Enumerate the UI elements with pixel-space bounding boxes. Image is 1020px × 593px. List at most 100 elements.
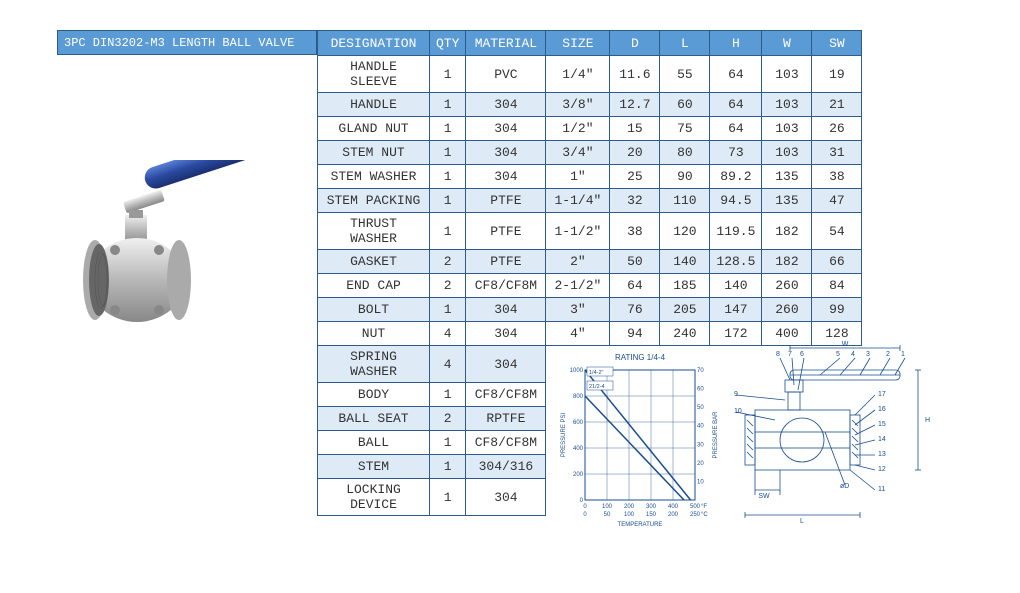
cell-des: LOCKING DEVICE	[318, 479, 430, 516]
cell-des: BALL	[318, 431, 430, 455]
cell-c-l: 90	[660, 165, 710, 189]
cell-des: NUT	[318, 322, 430, 346]
svg-text:40: 40	[697, 424, 704, 430]
cell-c-size: 1"	[546, 165, 610, 189]
svg-text:400: 400	[573, 446, 584, 452]
cell-des: GLAND NUT	[318, 117, 430, 141]
tech-diagram: 8765432191017161514131211WHSWøDL	[730, 340, 935, 545]
svg-text:50: 50	[604, 512, 611, 518]
cell-c-w: 135	[762, 165, 812, 189]
svg-text:12: 12	[878, 466, 886, 473]
cell-c-h: 89.2	[710, 165, 762, 189]
chart-title: RATING 1/4-4	[615, 353, 666, 362]
col-designation: DESIGNATION	[318, 31, 430, 56]
svg-text:5: 5	[836, 351, 840, 358]
cell-c-d: 32	[610, 189, 660, 213]
svg-text:100: 100	[624, 512, 635, 518]
cell-c-d: 64	[610, 274, 660, 298]
cell-c-l: 205	[660, 298, 710, 322]
cell-qty: 1	[430, 189, 466, 213]
svg-text:H: H	[925, 417, 930, 424]
col-size: SIZE	[546, 31, 610, 56]
cell-c-h: 64	[710, 117, 762, 141]
cell-c-d: 15	[610, 117, 660, 141]
cell-c-h: 147	[710, 298, 762, 322]
svg-text:1000: 1000	[570, 368, 584, 374]
cell-c-l: 120	[660, 213, 710, 250]
cell-des: STEM WASHER	[318, 165, 430, 189]
cell-des: HANDLE SLEEVE	[318, 56, 430, 93]
cell-qty: 1	[430, 56, 466, 93]
cell-c-sw: 38	[812, 165, 862, 189]
cell-mat: 304	[466, 165, 546, 189]
cell-c-size: 1/2"	[546, 117, 610, 141]
cell-mat: 304	[466, 322, 546, 346]
cell-qty: 1	[430, 298, 466, 322]
col-w: W	[762, 31, 812, 56]
cell-c-w: 182	[762, 250, 812, 274]
svg-text:30: 30	[697, 442, 704, 448]
svg-text:250: 250	[690, 512, 701, 518]
cell-c-sw: 26	[812, 117, 862, 141]
cell-c-w: 103	[762, 56, 812, 93]
svg-text:21/2-4: 21/2-4	[589, 384, 605, 390]
svg-text:70: 70	[697, 368, 704, 374]
svg-text:2: 2	[886, 351, 890, 358]
svg-text:14: 14	[878, 436, 886, 443]
svg-text:16: 16	[878, 406, 886, 413]
cell-qty: 2	[430, 250, 466, 274]
svg-text:8: 8	[776, 351, 780, 358]
svg-text:10: 10	[697, 479, 704, 485]
cell-c-sw: 99	[812, 298, 862, 322]
cell-c-d: 20	[610, 141, 660, 165]
col-material: MATERIAL	[466, 31, 546, 56]
cell-c-l: 185	[660, 274, 710, 298]
svg-text:11: 11	[878, 486, 885, 493]
cell-mat: 304	[466, 93, 546, 117]
col-l: L	[660, 31, 710, 56]
svg-text:150: 150	[646, 512, 657, 518]
cell-c-d: 11.6	[610, 56, 660, 93]
cell-mat: 304	[466, 298, 546, 322]
cell-qty: 2	[430, 274, 466, 298]
cell-mat: CF8/CF8M	[466, 383, 546, 407]
svg-text:50: 50	[697, 405, 704, 411]
svg-text:15: 15	[878, 421, 886, 428]
cell-c-l: 75	[660, 117, 710, 141]
table-row: THRUST WASHER1PTFE1-1/2"38120119.518254	[318, 213, 862, 250]
table-row: HANDLE SLEEVE1PVC1/4"11.6556410319	[318, 56, 862, 93]
svg-text:7: 7	[788, 351, 792, 358]
table-row: STEM PACKING1PTFE1-1/4"3211094.513547	[318, 189, 862, 213]
cell-des: GASKET	[318, 250, 430, 274]
cell-c-d: 38	[610, 213, 660, 250]
cell-c-size: 1-1/4"	[546, 189, 610, 213]
cell-c-w: 103	[762, 141, 812, 165]
svg-text:800: 800	[573, 394, 584, 400]
table-row: GASKET2PTFE2"50140128.518266	[318, 250, 862, 274]
cell-c-sw: 47	[812, 189, 862, 213]
cell-c-w: 182	[762, 213, 812, 250]
table-row: BOLT13043"7620514726099	[318, 298, 862, 322]
cell-c-sw: 21	[812, 93, 862, 117]
cell-mat: PTFE	[466, 213, 546, 250]
svg-text:400: 400	[668, 504, 679, 510]
cell-mat: 304	[466, 479, 546, 516]
col-qty: QTY	[430, 31, 466, 56]
cell-des: THRUST WASHER	[318, 213, 430, 250]
cell-mat: PVC	[466, 56, 546, 93]
cell-c-size: 1/4"	[546, 56, 610, 93]
svg-text:1/4-2": 1/4-2"	[589, 370, 604, 376]
cell-c-sw: 54	[812, 213, 862, 250]
cell-c-size: 2"	[546, 250, 610, 274]
svg-text:200: 200	[573, 472, 584, 478]
svg-text:PRESSURE BAR: PRESSURE BAR	[713, 411, 719, 459]
svg-text:9: 9	[734, 391, 738, 398]
rating-chart: RATING 1/4-4 020040060080010001020304050…	[555, 350, 725, 535]
cell-des: STEM	[318, 455, 430, 479]
table-row: HANDLE13043/8"12.7606410321	[318, 93, 862, 117]
svg-text:0: 0	[583, 512, 587, 518]
svg-text:SW: SW	[758, 493, 770, 500]
cell-qty: 1	[430, 455, 466, 479]
svg-text:10: 10	[734, 408, 742, 415]
cell-mat: 304/316	[466, 455, 546, 479]
